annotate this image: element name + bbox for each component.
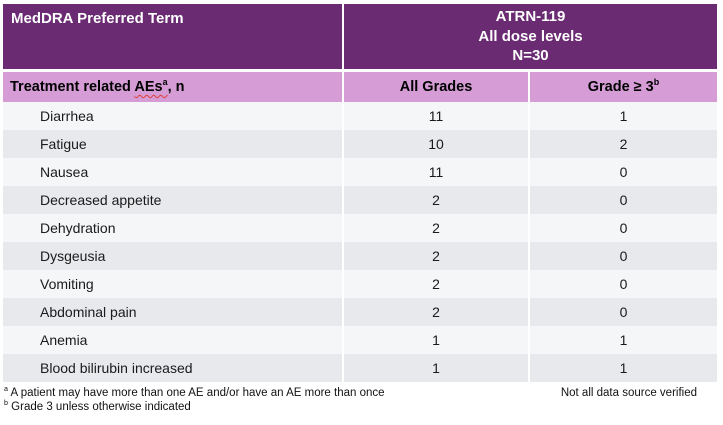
data-verification-note: Not all data source verified [560,387,697,399]
ae-term-cell: Diarrhea [3,102,342,130]
table-row: Dehydration 2 0 [3,214,717,242]
all-grades-value-cell: 1 [344,326,528,354]
grade3-value-cell: 1 [530,326,717,354]
footnote-a-marker: a [162,77,168,88]
sample-size-label: N=30 [512,47,549,65]
table-row: Dysgeusia 2 0 [3,242,717,270]
table-row: Anemia 1 1 [3,326,717,354]
all-grades-value-cell: 10 [344,130,528,158]
treatment-related-aes-header: Treatment related AEsa, n [3,72,342,102]
table-row: Abdominal pain 2 0 [3,298,717,326]
all-grades-value-cell: 1 [344,354,528,382]
grade3-value-cell: 0 [530,158,717,186]
ae-term-cell: Dehydration [3,214,342,242]
table-row: Nausea 11 0 [3,158,717,186]
meddra-header-cell: MedDRA Preferred Term [3,4,342,69]
table-row: Diarrhea 11 1 [3,102,717,130]
ae-term-cell: Vomiting [3,270,342,298]
grade3-value-cell: 0 [530,186,717,214]
grade3-header-label: Grade ≥ 3b [587,77,660,95]
grade3-value-cell: 1 [530,102,717,130]
ae-term-cell: Fatigue [3,130,342,158]
footnote-a-text: A patient may have more than one AE and/… [10,387,385,399]
all-grades-value-cell: 2 [344,242,528,270]
table-row: Fatigue 10 2 [3,130,717,158]
footnote-b-text: Grade 3 unless otherwise indicated [11,401,191,413]
all-grades-value-cell: 11 [344,102,528,130]
all-grades-value-cell: 2 [344,270,528,298]
grade3-value-cell: 0 [530,270,717,298]
footnote-b-symbol: b [4,399,8,408]
table-row: Vomiting 2 0 [3,270,717,298]
footnote-a-symbol: a [4,385,8,394]
all-grades-value-cell: 2 [344,214,528,242]
table-header-row: MedDRA Preferred Term ATRN-119 All dose … [3,4,717,69]
grade3-column-header: Grade ≥ 3b [530,72,717,102]
treatment-related-label: Treatment related AEsa, n [10,77,185,95]
table-row: Blood bilirubin increased 1 1 [3,354,717,382]
ae-term-cell: Nausea [3,158,342,186]
all-grades-column-header: All Grades [344,72,528,102]
adverse-events-table: MedDRA Preferred Term ATRN-119 All dose … [3,4,717,382]
aes-misspell-underline: AEsa [134,77,168,95]
grade3-value-cell: 0 [530,242,717,270]
ae-term-cell: Abdominal pain [3,298,342,326]
study-name: ATRN-119 [495,8,566,26]
ae-term-cell: Dysgeusia [3,242,342,270]
all-grades-value-cell: 2 [344,298,528,326]
all-grades-value-cell: 2 [344,186,528,214]
footnote-b-marker: b [653,77,660,88]
study-group-header-cell: ATRN-119 All dose levels N=30 [344,4,717,69]
ae-term-cell: Decreased appetite [3,186,342,214]
table-subheader-row: Treatment related AEsa, n All Grades Gra… [3,72,717,102]
dose-levels-label: All dose levels [478,27,583,45]
meddra-header-label: MedDRA Preferred Term [11,10,184,27]
all-grades-value-cell: 11 [344,158,528,186]
footnote-b: b Grade 3 unless otherwise indicated [4,400,719,414]
grade3-value-cell: 2 [530,130,717,158]
footnotes: a A patient may have more than one AE an… [4,386,719,414]
ae-term-cell: Blood bilirubin increased [3,354,342,382]
table-body: Diarrhea 11 1 Fatigue 10 2 Nausea 11 0 D… [3,102,717,382]
grade3-value-cell: 0 [530,298,717,326]
footnote-a: a A patient may have more than one AE an… [4,386,719,400]
table-row: Decreased appetite 2 0 [3,186,717,214]
ae-term-cell: Anemia [3,326,342,354]
grade3-value-cell: 0 [530,214,717,242]
grade3-value-cell: 1 [530,354,717,382]
